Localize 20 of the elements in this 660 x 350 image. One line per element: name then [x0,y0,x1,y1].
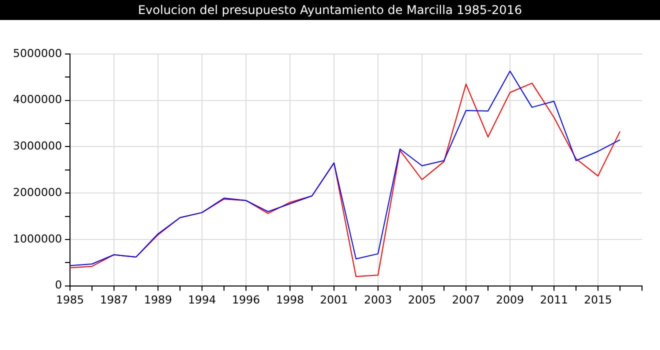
chart-title: Evolucion del presupuesto Ayuntamiento de Marcilla 1985-2016 [0,0,660,20]
y-tick-label: 4000000 [12,93,62,106]
x-tick-label: 1989 [144,293,172,306]
x-tick-label: 1994 [188,293,216,306]
x-tick-label: 2009 [496,293,524,306]
y-tick-label: 2000000 [12,186,62,199]
x-tick-label: 2005 [408,293,436,306]
y-tick-label: 0 [54,278,62,292]
x-tick-label: 2001 [320,293,348,306]
x-tick-label: 2015 [584,293,612,306]
x-tick-label: 2011 [540,293,568,306]
x-tick-label: 1998 [276,293,304,306]
x-tick-label: 1987 [100,293,128,306]
y-tick-label: 5000000 [12,46,62,60]
x-tick-label: 1985 [56,293,84,306]
y-tick-label: 1000000 [12,232,62,246]
y-tick-label: 3000000 [12,140,62,153]
x-tick-label: 2007 [452,293,480,306]
x-tick-label: 1996 [232,293,260,306]
x-tick-label: 2003 [364,293,392,306]
